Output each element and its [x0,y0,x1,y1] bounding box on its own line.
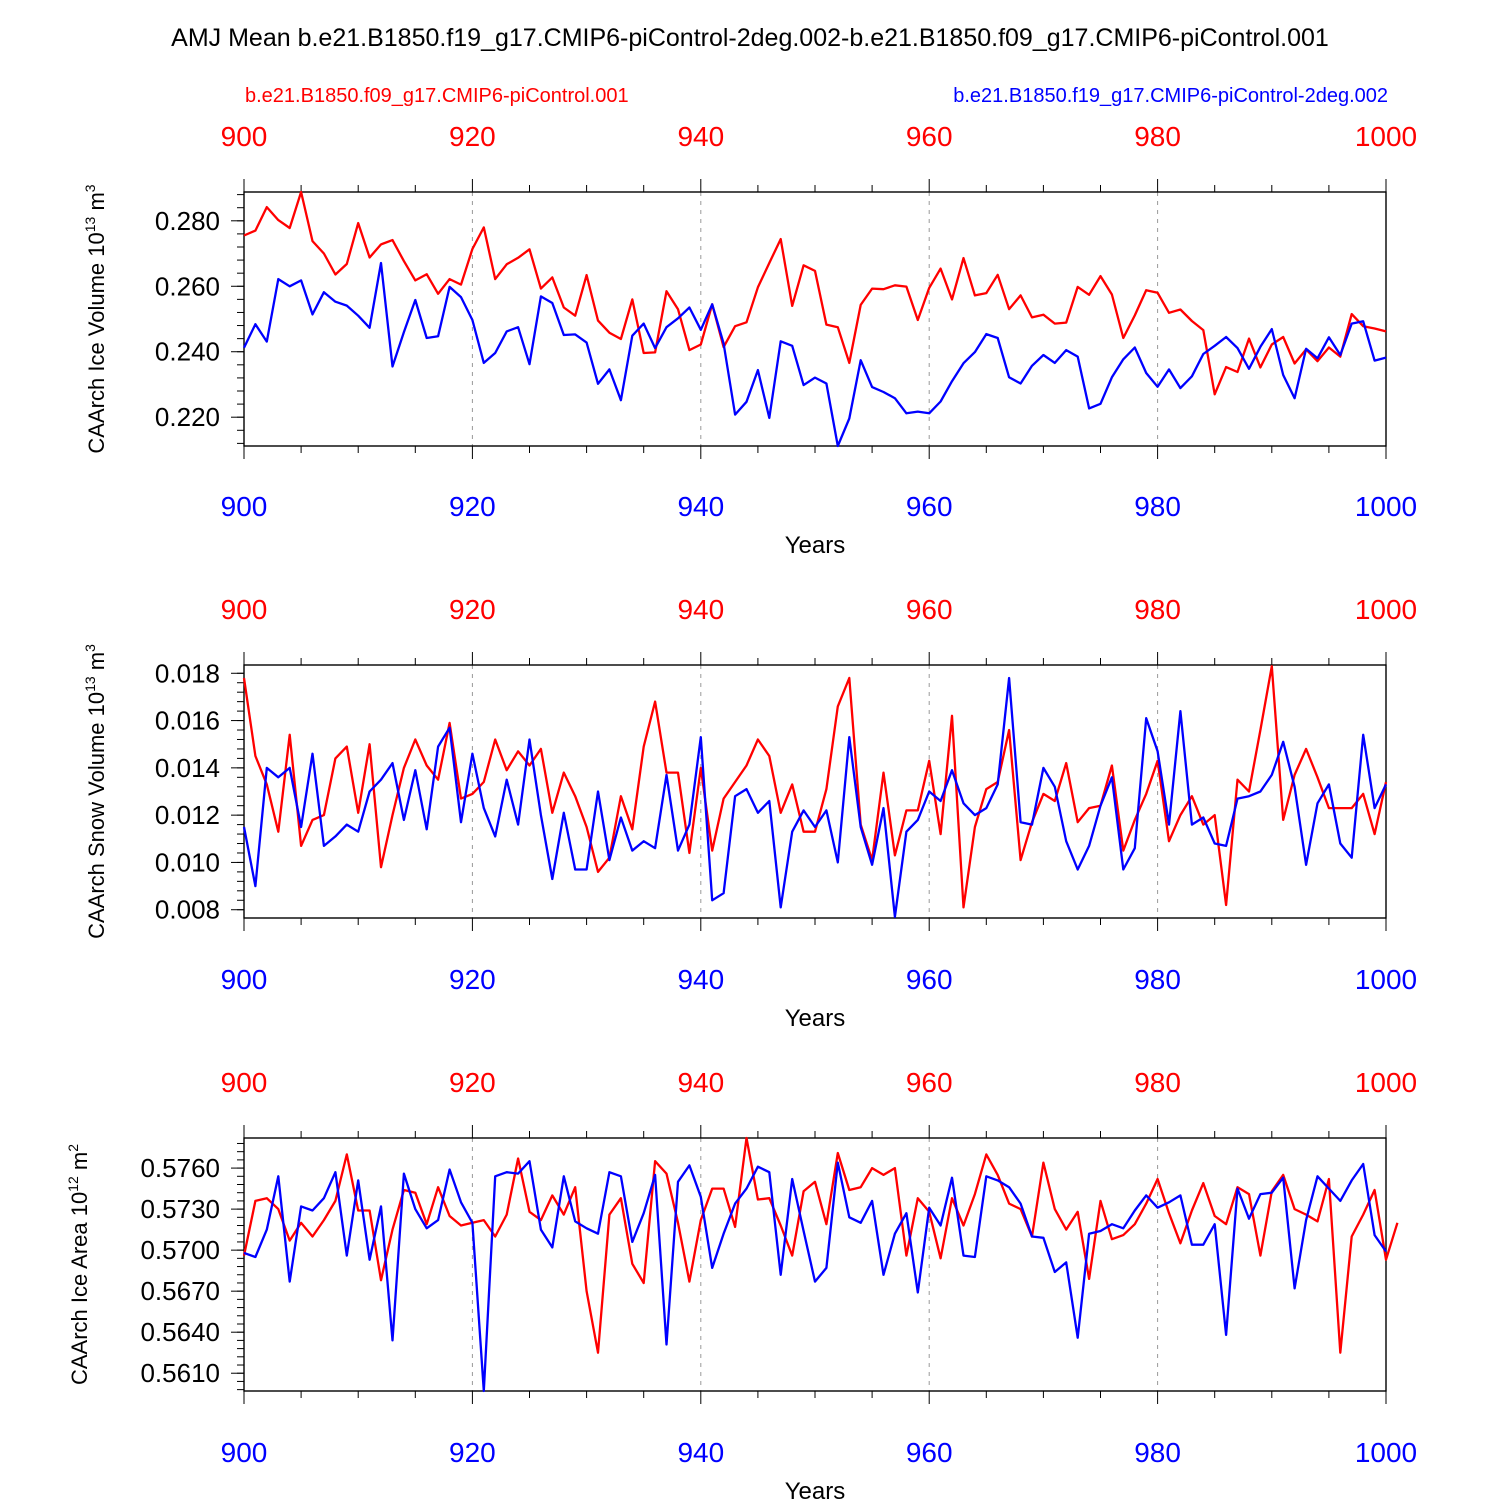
y-axis-label-exponent: 13 [82,216,98,232]
y-axis-label: CAArch Snow Volume 1013 m3 [82,644,109,939]
top-x-tick-label: 1000 [1355,1067,1417,1098]
y-axis-label-text: CAArch Snow Volume 10 [84,692,109,939]
top-x-tick-label: 980 [1134,594,1181,625]
series-red-line [243,190,1387,396]
figure-title: AMJ Mean b.e21.B1850.f19_g17.CMIP6-piCon… [171,24,1329,52]
bottom-x-tick-label: 1000 [1355,1437,1417,1468]
bottom-x-tick-label: 960 [906,964,953,995]
y-tick-label: 0.018 [155,658,220,688]
top-x-tick-label: 900 [221,594,268,625]
top-x-tick-label: 900 [221,1067,268,1098]
bottom-x-tick-label: 1000 [1355,491,1417,522]
y-tick-label: 0.5730 [140,1194,220,1224]
y-axis-label-unit: m [84,652,109,676]
bottom-x-tick-label: 900 [221,1437,268,1468]
series-blue-line [242,261,1387,448]
top-x-tick-label: 960 [906,594,953,625]
y-tick-label: 0.260 [155,271,220,301]
top-x-tick-label: 1000 [1355,121,1417,152]
panel-3: 900 900 920 920 940 940 960 960 980 980 1000 1000 0.… [65,1067,1417,1500]
x-axis-label: Years [785,1478,846,1500]
y-axis-label: CAArch Ice Volume 1013 m3 [82,184,109,453]
y-axis-label: CAArch Ice Area 1012 m2 [65,1144,92,1385]
y-tick-label: 0.280 [155,206,220,236]
bottom-x-tick-label: 940 [677,1437,724,1468]
y-tick-label: 0.016 [155,706,220,736]
y-tick-label: 0.5640 [140,1317,220,1347]
bottom-x-tick-label: 940 [677,491,724,522]
bottom-x-tick-label: 980 [1134,491,1181,522]
top-x-tick-label: 980 [1134,121,1181,152]
top-x-tick-label: 920 [449,1067,496,1098]
y-tick-label: 0.010 [155,847,220,877]
panels: 900 900 920 920 940 940 960 960 980 980 1000 1000 0.… [65,121,1417,1500]
series-blue-line [243,1160,1387,1393]
bottom-x-tick-label: 920 [449,1437,496,1468]
y-tick-label: 0.5610 [140,1358,220,1388]
top-x-tick-label: 920 [449,594,496,625]
legend-blue-series: b.e21.B1850.f19_g17.CMIP6-piControl-2deg… [953,85,1388,107]
top-x-tick-label: 960 [906,121,953,152]
top-x-tick-label: 960 [906,1067,953,1098]
legend-red-series: b.e21.B1850.f09_g17.CMIP6-piControl.001 [245,85,629,107]
bottom-x-tick-label: 960 [906,491,953,522]
y-tick-label: 0.220 [155,402,220,432]
bottom-x-tick-label: 1000 [1355,964,1417,995]
y-axis-label-unit-exponent: 2 [65,1144,81,1152]
bottom-x-tick-label: 900 [221,491,268,522]
y-axis-label-text: CAArch Ice Volume 10 [84,232,109,453]
y-tick-label: 0.5670 [140,1276,220,1306]
top-x-tick-label: 940 [677,1067,724,1098]
y-tick-label: 0.008 [155,895,220,925]
top-x-tick-label: 940 [677,594,724,625]
top-x-tick-label: 920 [449,121,496,152]
y-axis-label-unit: m [67,1152,92,1176]
y-axis-label-exponent: 12 [65,1176,81,1192]
top-x-tick-label: 1000 [1355,594,1417,625]
bottom-x-tick-label: 920 [449,491,496,522]
y-tick-label: 0.014 [155,753,220,783]
y-tick-label: 0.240 [155,337,220,367]
top-x-tick-label: 900 [221,121,268,152]
y-axis-label-exponent: 13 [82,676,98,692]
panel-1: 900 900 920 920 940 940 960 960 980 980 1000 1000 0.… [82,121,1417,559]
y-axis-label-unit-exponent: 3 [82,644,98,652]
top-x-tick-label: 940 [677,121,724,152]
top-x-tick-label: 980 [1134,1067,1181,1098]
series-red-line [242,1136,1399,1354]
x-axis-label: Years [785,1005,846,1032]
y-tick-label: 0.5700 [140,1235,220,1265]
bottom-x-tick-label: 980 [1134,1437,1181,1468]
x-axis-label: Years [785,532,846,559]
y-axis-label-unit: m [84,192,109,216]
y-tick-label: 0.012 [155,800,220,830]
y-tick-label: 0.5760 [140,1153,220,1183]
y-axis-label-text: CAArch Ice Area 10 [67,1192,92,1385]
panel-2: 900 900 920 920 940 940 960 960 980 980 1000 1000 0.… [82,594,1417,1032]
y-axis-label-unit-exponent: 3 [82,184,98,192]
bottom-x-tick-label: 920 [449,964,496,995]
bottom-x-tick-label: 900 [221,964,268,995]
bottom-x-tick-label: 940 [677,964,724,995]
series-blue-line [242,676,1388,918]
bottom-x-tick-label: 960 [906,1437,953,1468]
bottom-x-tick-label: 980 [1134,964,1181,995]
